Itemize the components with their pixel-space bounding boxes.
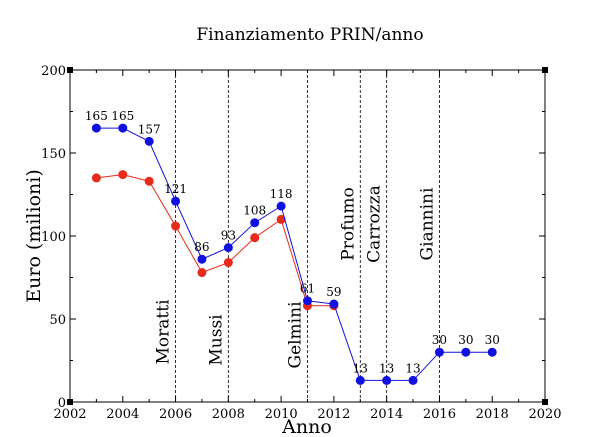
data-point <box>487 347 497 357</box>
series-line <box>96 174 334 307</box>
data-point <box>118 123 128 133</box>
y-tick-label: 100 <box>41 230 66 245</box>
y-tick-label: 200 <box>41 64 66 79</box>
y-tick-label: 150 <box>41 147 66 162</box>
x-tick-label: 2004 <box>106 407 139 422</box>
axes: 2002 2004 2006 2008 2010 2012 2014 2016 2018 2020… <box>41 64 561 422</box>
series-layer <box>91 123 497 385</box>
period-label: Moratti <box>154 299 174 365</box>
x-tick-label: 2020 <box>528 407 561 422</box>
period-markers: Moratti Mussi Gelmini Profumo Carrozza Gianni… <box>154 70 440 402</box>
data-point <box>329 299 339 309</box>
data-point <box>408 375 418 385</box>
x-axis-label: Anno <box>281 416 332 437</box>
data-point <box>303 296 312 306</box>
data-point <box>223 243 233 253</box>
x-tick-label: 2002 <box>53 407 86 422</box>
corner-marker <box>542 399 548 405</box>
y-axis-label: Euro (milioni) <box>23 169 45 303</box>
period-label: Profumo <box>338 187 358 260</box>
data-point <box>382 375 392 385</box>
data-label: 118 <box>270 187 293 201</box>
data-point <box>197 268 207 278</box>
data-point <box>355 375 365 385</box>
data-label: 157 <box>138 122 161 136</box>
x-tick-label: 2006 <box>159 407 192 422</box>
x-tick-label: 2010 <box>265 407 298 422</box>
data-label: 93 <box>221 229 236 243</box>
data-point <box>461 347 471 357</box>
x-tick-label: 2016 <box>423 407 456 422</box>
x-tick-label: 2012 <box>317 407 350 422</box>
data-point <box>171 221 181 231</box>
x-tick-label: 2008 <box>212 407 245 422</box>
period-label: Giannini <box>417 187 437 260</box>
data-point <box>250 233 260 243</box>
data-point <box>144 176 154 186</box>
data-point <box>434 347 444 357</box>
data-label: 86 <box>194 240 209 254</box>
data-label: 61 <box>300 282 315 296</box>
data-label: 108 <box>243 204 266 218</box>
period-label: Mussi <box>206 314 226 366</box>
data-label: 165 <box>85 109 108 123</box>
series-line <box>96 127 493 381</box>
chart-title: Finanziamento PRIN/anno <box>196 25 423 45</box>
data-label: 30 <box>485 333 500 347</box>
x-tick-label: 2018 <box>476 407 509 422</box>
corner-marker <box>542 67 548 73</box>
data-labels-layer: 165 165 157 121 86 93 108 118 61 59 13 13 13 30 30 30 <box>85 109 500 375</box>
data-label: 13 <box>353 361 368 375</box>
data-label: 13 <box>379 361 394 375</box>
period-label: Gelmini <box>286 301 306 369</box>
data-point <box>91 173 101 183</box>
data-point <box>276 214 286 224</box>
data-point <box>118 170 128 180</box>
data-label: 30 <box>458 333 473 347</box>
data-point <box>197 254 207 264</box>
data-label: 59 <box>326 285 341 299</box>
data-label: 30 <box>432 333 447 347</box>
data-point <box>223 258 233 268</box>
data-point <box>91 123 101 133</box>
data-label: 121 <box>164 182 187 196</box>
data-point <box>171 196 181 206</box>
x-tick-label: 2014 <box>370 407 403 422</box>
data-label: 165 <box>111 109 134 123</box>
corner-marker <box>67 399 73 405</box>
corner-marker <box>67 67 73 73</box>
data-label: 13 <box>405 361 420 375</box>
data-point <box>250 218 260 228</box>
y-tick-label: 50 <box>49 313 66 328</box>
data-point <box>276 201 286 211</box>
y-tick-label: 0 <box>58 396 66 411</box>
data-point <box>144 136 154 146</box>
period-label: Carrozza <box>365 185 385 263</box>
